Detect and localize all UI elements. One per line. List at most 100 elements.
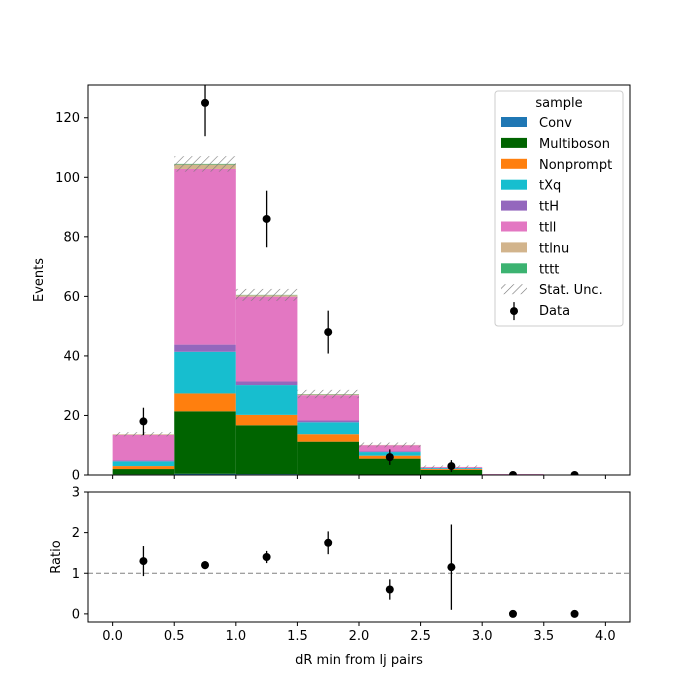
stat-unc-bin-4: [359, 442, 421, 448]
bar-nonprompt-bin-3: [297, 434, 359, 442]
main-y-axis-label: Events: [32, 258, 47, 302]
bar-multiboson-bin-1: [174, 411, 236, 474]
bar-nonprompt-bin-2: [235, 414, 298, 426]
legend-swatch-tttt: [501, 263, 527, 274]
legend-label-nonprompt: Nonprompt: [539, 158, 612, 173]
ratio-point-6: [508, 609, 517, 618]
main-y-tick-label-2: 40: [63, 349, 80, 364]
bar-ttll-bin-3: [297, 395, 359, 421]
data-point-4: [385, 453, 394, 462]
ratio-y-tick-label-1: 1: [72, 567, 80, 582]
bar-nonprompt-bin-1: [174, 393, 236, 412]
bar-tth-bin-3: [297, 420, 359, 423]
stat-unc-bin-3: [297, 389, 359, 399]
main-y-tick-label-6: 120: [55, 111, 80, 126]
x-tick-label-6: 3.0: [472, 629, 493, 644]
legend-swatch-stat-unc: [501, 284, 527, 295]
bar-ttll-bin-4: [359, 445, 421, 452]
stat-unc-bin-1: [174, 156, 236, 172]
stacked-bars: [112, 163, 544, 475]
data-point-3: [324, 328, 333, 337]
x-tick-label-0: 0.0: [102, 629, 123, 644]
ratio-y-axis-label: Ratio: [49, 540, 64, 573]
legend: sample Conv Multiboson Nonprompt tXq ttH ttll…: [494, 90, 624, 327]
bar-ttll-bin-2: [235, 296, 298, 382]
main-y-tick-label-0: 0: [72, 469, 80, 484]
main-y-tick-label-3: 60: [63, 290, 80, 305]
ratio-y-tick-label-2: 2: [72, 526, 80, 541]
data-point-1: [201, 98, 210, 107]
ratio-point-5: [447, 563, 456, 572]
legend-swatch-tth: [501, 200, 527, 211]
legend-label-tth: ttH: [539, 200, 559, 215]
ratio-point-0: [139, 557, 148, 566]
legend-label-multiboson: Multiboson: [539, 137, 610, 152]
main-x-ticks: [112, 475, 606, 479]
legend-swatch-conv: [501, 117, 527, 127]
bar-tth-bin-0: [112, 460, 175, 462]
x-tick-label-2: 1.0: [225, 629, 246, 644]
legend-label-ttll: ttll: [539, 221, 556, 236]
bar-conv-bin-1: [174, 473, 236, 475]
ratio-point-3: [324, 538, 333, 547]
bar-ttll-bin-1: [174, 168, 236, 345]
legend-label-data: Data: [539, 304, 570, 319]
bar-tth-bin-1: [174, 344, 236, 352]
bar-tth-bin-2: [235, 381, 298, 386]
ratio-y-ticks: 0 1 2 3: [72, 486, 88, 622]
ratio-x-ticks: 0.0 0.5 1.0 1.5 2.0 2.5 3.0 3.5 4.0: [102, 622, 616, 644]
legend-swatch-nonprompt: [501, 158, 527, 169]
x-tick-label-3: 1.5: [287, 629, 308, 644]
ratio-y-tick-label-0: 0: [72, 607, 80, 622]
main-panel: 0 20 40 60 80 100 120 Events: [32, 84, 631, 484]
legend-items: Conv Multiboson Nonprompt tXq ttH ttll ttlnu tt…: [501, 116, 612, 321]
data-point-5: [447, 462, 456, 471]
data-point-7: [570, 471, 579, 475]
bar-multiboson-bin-3: [297, 441, 359, 475]
x-tick-label-5: 2.5: [410, 629, 431, 644]
ratio-point-7: [570, 609, 579, 618]
legend-swatch-multiboson: [501, 137, 527, 148]
bar-ttll-bin-0: [112, 434, 175, 461]
legend-title: sample: [535, 96, 582, 111]
legend-swatch-txq: [501, 179, 527, 190]
data-points: [139, 85, 579, 475]
legend-swatch-ttlnu: [501, 242, 527, 253]
legend-label-txq: tXq: [539, 179, 561, 194]
main-y-ticks: 0 20 40 60 80 100 120: [55, 111, 88, 484]
legend-label-tttt: tttt: [539, 262, 559, 277]
ratio-points: [139, 524, 579, 618]
ratio-point-1: [201, 561, 210, 570]
bar-multiboson-bin-2: [235, 425, 298, 475]
stat-unc-bin-2: [235, 288, 298, 301]
bar-multiboson-bin-5: [420, 469, 483, 475]
bar-nonprompt-bin-0: [112, 466, 175, 470]
main-y-tick-label-4: 80: [63, 230, 80, 245]
data-point-2: [262, 214, 271, 223]
x-tick-label-4: 2.0: [349, 629, 370, 644]
bar-txq-bin-3: [297, 422, 359, 435]
data-point-0: [139, 417, 148, 426]
legend-swatch-ttll: [501, 221, 527, 232]
main-y-tick-label-5: 100: [55, 171, 80, 186]
ratio-point-2: [262, 553, 271, 561]
ratio-panel: 0 1 2 3 0.0 0.5 1.0 1.5 2.0 2.5 3.0 3.5 4.0 Ratio d…: [49, 486, 631, 668]
ratio-plot-frame: [87, 491, 631, 623]
bar-txq-bin-1: [174, 351, 236, 394]
data-point-6: [508, 471, 517, 475]
legend-label-stat-unc: Stat. Unc.: [539, 283, 603, 298]
legend-label-ttlnu: ttlnu: [539, 241, 569, 256]
bar-txq-bin-2: [235, 385, 298, 415]
legend-data-marker: [510, 307, 518, 316]
x-tick-label-7: 3.5: [533, 629, 554, 644]
legend-label-conv: Conv: [539, 116, 572, 131]
bar-multiboson-bin-4: [359, 458, 421, 475]
x-tick-label-1: 0.5: [164, 629, 185, 644]
bar-multiboson-bin-0: [112, 469, 175, 475]
bar-txq-bin-0: [112, 461, 175, 467]
main-y-tick-label-1: 20: [63, 409, 80, 424]
ratio-y-tick-label-3: 3: [72, 486, 80, 501]
x-tick-label-8: 4.0: [595, 629, 616, 644]
x-axis-label: dR min from lj pairs: [295, 653, 423, 668]
